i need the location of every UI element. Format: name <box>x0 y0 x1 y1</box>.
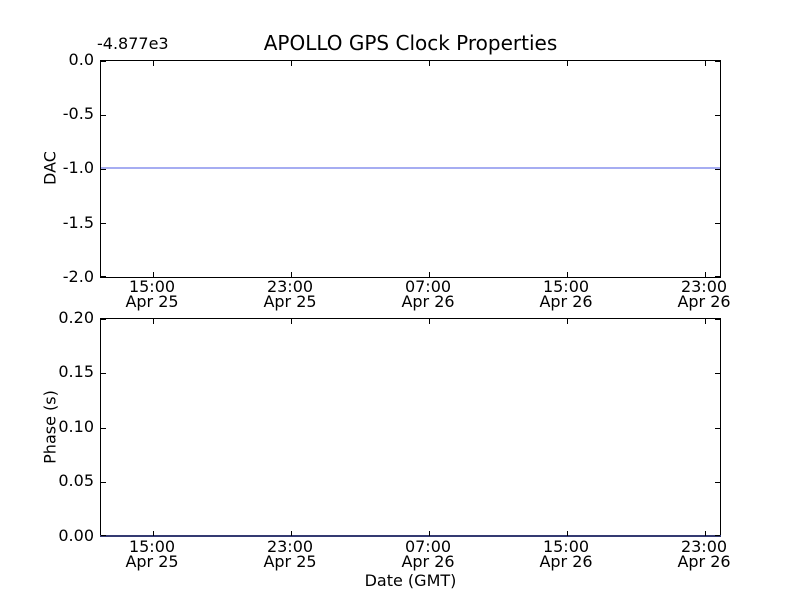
tick-mark <box>705 531 706 536</box>
xtick-date: Apr 26 <box>539 292 593 311</box>
xtick-time: 15:00 <box>128 537 176 556</box>
tick-mark <box>429 61 430 66</box>
xtick-label: 15:00 Apr 25 <box>107 277 197 311</box>
xtick-label: 23:00 Apr 25 <box>245 277 335 311</box>
ytick-label: -0.5 <box>62 104 94 123</box>
tick-mark <box>101 169 106 170</box>
dac-data-line <box>101 167 720 169</box>
xtick-time: 23:00 <box>266 277 314 296</box>
xtick-label: 23:00 Apr 26 <box>659 537 749 571</box>
tick-mark <box>101 319 106 320</box>
tick-mark <box>715 319 720 320</box>
tick-mark <box>101 428 106 429</box>
bottom-plot-area <box>100 318 721 537</box>
tick-mark <box>567 61 568 66</box>
x-axis-label: Date (GMT) <box>364 571 457 590</box>
tick-mark <box>567 272 568 277</box>
xtick-date: Apr 26 <box>401 552 455 571</box>
xtick-label: 23:00 Apr 25 <box>245 537 335 571</box>
tick-mark <box>715 428 720 429</box>
xtick-time: 23:00 <box>680 537 728 556</box>
xtick-label: 07:00 Apr 26 <box>383 537 473 571</box>
tick-mark <box>153 319 154 324</box>
xtick-time: 15:00 <box>128 277 176 296</box>
tick-mark <box>153 272 154 277</box>
tick-mark <box>291 61 292 66</box>
tick-mark <box>291 531 292 536</box>
ytick-label: -1.0 <box>62 158 94 177</box>
ytick-label: -1.5 <box>62 213 94 232</box>
tick-mark <box>715 276 720 277</box>
xtick-time: 07:00 <box>404 277 452 296</box>
tick-mark <box>715 115 720 116</box>
ytick-label: 0.00 <box>58 526 94 545</box>
xtick-date: Apr 26 <box>539 552 593 571</box>
xtick-label: 07:00 Apr 26 <box>383 277 473 311</box>
tick-mark <box>429 531 430 536</box>
tick-mark <box>715 535 720 536</box>
tick-mark <box>291 272 292 277</box>
tick-mark <box>705 272 706 277</box>
tick-mark <box>101 373 106 374</box>
tick-mark <box>567 319 568 324</box>
xtick-date: Apr 25 <box>263 292 317 311</box>
ytick-label: 0.15 <box>58 362 94 381</box>
xtick-label: 15:00 Apr 26 <box>521 277 611 311</box>
tick-mark <box>715 482 720 483</box>
y-axis-offset-text: -4.877e3 <box>97 34 169 53</box>
top-plot-area <box>100 60 721 278</box>
tick-mark <box>101 276 106 277</box>
xtick-time: 23:00 <box>266 537 314 556</box>
xtick-time: 23:00 <box>680 277 728 296</box>
ytick-label: 0.05 <box>58 471 94 490</box>
tick-mark <box>715 61 720 62</box>
tick-mark <box>101 535 106 536</box>
phase-data-line <box>100 535 721 537</box>
xtick-date: Apr 25 <box>125 552 179 571</box>
xtick-date: Apr 25 <box>263 552 317 571</box>
xtick-time: 15:00 <box>542 537 590 556</box>
tick-mark <box>101 61 106 62</box>
tick-mark <box>153 61 154 66</box>
tick-mark <box>429 272 430 277</box>
tick-mark <box>291 319 292 324</box>
xtick-date: Apr 26 <box>401 292 455 311</box>
tick-mark <box>567 531 568 536</box>
xtick-label: 15:00 Apr 26 <box>521 537 611 571</box>
tick-mark <box>101 482 106 483</box>
ytick-label: 0.10 <box>58 417 94 436</box>
xtick-time: 15:00 <box>542 277 590 296</box>
tick-mark <box>715 223 720 224</box>
ytick-label: 0.0 <box>68 50 94 69</box>
xtick-date: Apr 25 <box>125 292 179 311</box>
tick-mark <box>705 319 706 324</box>
tick-mark <box>101 223 106 224</box>
tick-mark <box>705 61 706 66</box>
xtick-label: 23:00 Apr 26 <box>659 277 749 311</box>
tick-mark <box>715 169 720 170</box>
tick-mark <box>153 531 154 536</box>
xtick-label: 15:00 Apr 25 <box>107 537 197 571</box>
tick-mark <box>101 115 106 116</box>
tick-mark <box>715 373 720 374</box>
xtick-time: 07:00 <box>404 537 452 556</box>
tick-mark <box>429 319 430 324</box>
ytick-label: -2.0 <box>62 267 94 286</box>
xtick-date: Apr 26 <box>677 552 731 571</box>
xtick-date: Apr 26 <box>677 292 731 311</box>
chart-title: APOLLO GPS Clock Properties <box>263 31 558 55</box>
ytick-label: 0.20 <box>58 308 94 327</box>
